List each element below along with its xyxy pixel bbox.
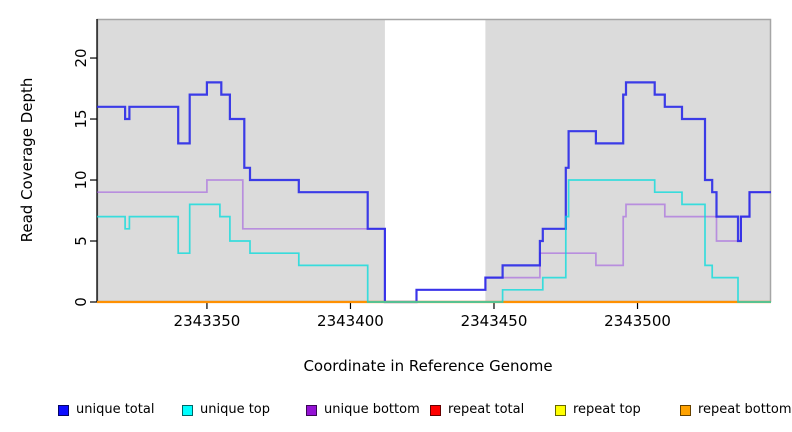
legend-swatch-repeat-total-icon (430, 405, 441, 416)
y-axis-title: Read Coverage Depth (18, 77, 36, 243)
legend-label: repeat top (573, 402, 641, 417)
y-tick-label: 5 (72, 236, 90, 246)
coverage-line-unique-top (97, 179, 771, 303)
legend-label: unique top (200, 402, 271, 417)
y-tick-label: 0 (72, 297, 90, 307)
legend-swatch-unique-bottom-icon (306, 405, 317, 416)
legend-label: repeat total (448, 402, 525, 417)
coverage-line-unique-bottom (97, 179, 771, 303)
x-axis-title: Coordinate in Reference Genome (303, 357, 553, 375)
legend-swatch-unique-top-icon (182, 405, 193, 416)
shaded-coverage-panel-1 (485, 19, 771, 302)
legend-label: repeat bottom (698, 402, 792, 417)
legend-swatch-unique-total-icon (58, 405, 69, 416)
legend-swatch-repeat-top-icon (555, 405, 566, 416)
y-tick-label: 15 (72, 109, 90, 129)
x-tick-label: 2343350 (173, 312, 241, 330)
x-tick-label: 2343450 (460, 312, 528, 330)
x-tick-label: 2343500 (604, 312, 671, 330)
shaded-coverage-panel-0 (97, 19, 385, 302)
coverage-line-unique-total (97, 81, 771, 304)
y-tick-label: 10 (72, 170, 90, 190)
y-tick-label: 20 (72, 48, 90, 68)
legend-swatch-repeat-bottom-icon (680, 405, 691, 416)
legend-label: unique total (76, 402, 155, 417)
x-tick-label: 2343400 (317, 312, 384, 330)
legend: unique total unique top unique bottom re… (0, 0, 792, 417)
legend-label: unique bottom (324, 402, 420, 417)
